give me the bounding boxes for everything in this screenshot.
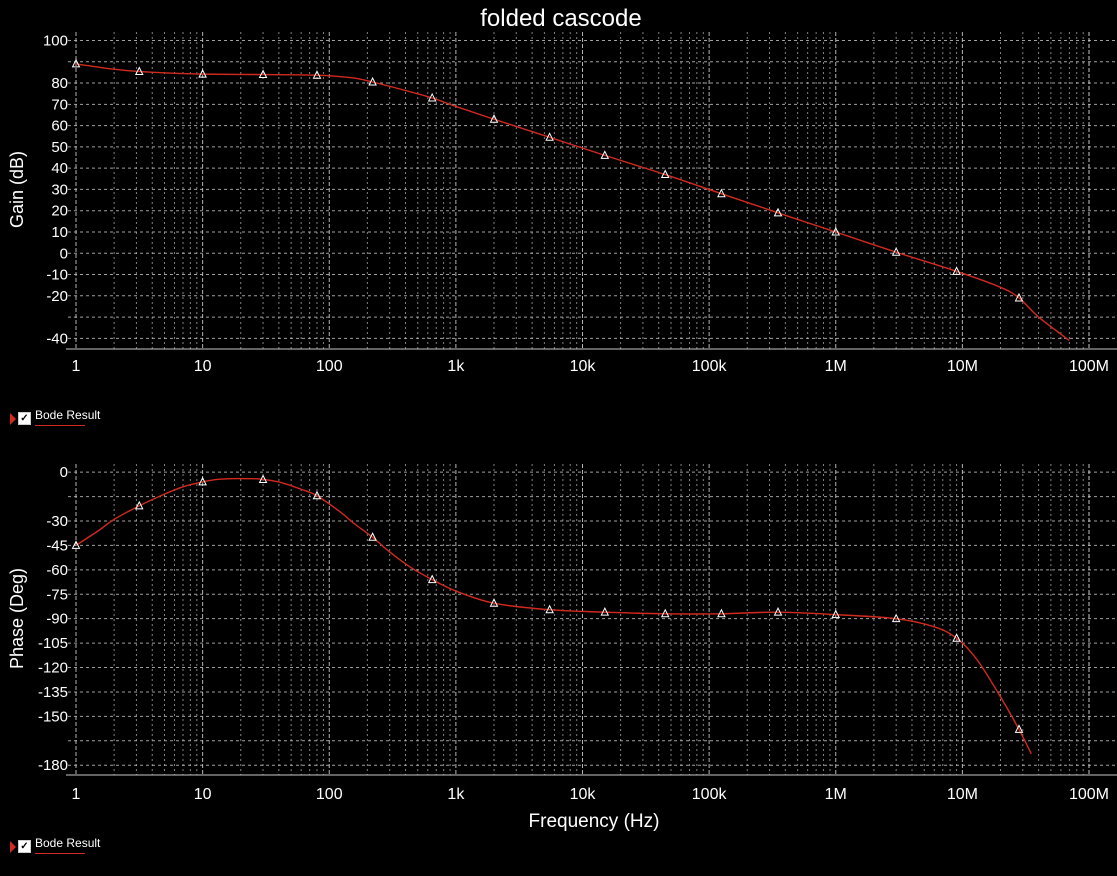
data-point-marker	[600, 150, 610, 159]
x-tick-label: 10	[194, 786, 212, 803]
legend-phase[interactable]: ✓ Bode Result	[10, 836, 100, 854]
x-tick-label: 1	[72, 786, 81, 803]
y-tick-label: 20	[51, 203, 68, 220]
y-tick-label: 30	[51, 181, 68, 198]
data-point-marker	[312, 70, 322, 79]
red-triangle-marker-icon	[10, 412, 16, 425]
y-tick-label: -105	[38, 635, 68, 652]
data-point-marker	[198, 476, 207, 486]
x-tick-label: 100k	[692, 786, 728, 803]
y-tick-label: 10	[51, 224, 68, 241]
red-triangle-marker-icon	[10, 840, 16, 853]
x-tick-label: 1k	[447, 358, 465, 375]
data-point-marker	[427, 92, 437, 102]
data-point-marker	[831, 609, 841, 619]
checkmark-icon[interactable]: ✓	[18, 840, 31, 853]
data-point-marker	[71, 58, 81, 68]
x-tick-label: 100k	[692, 358, 728, 375]
y-tick-label: 0	[60, 245, 68, 262]
y-tick-label: 80	[51, 75, 68, 92]
chart-title: folded cascode	[480, 5, 641, 32]
series-line-bode-result	[75, 63, 1070, 342]
data-point-marker	[773, 607, 783, 616]
data-point-marker	[545, 132, 554, 141]
data-point-marker	[312, 490, 322, 500]
y-tick-label: -60	[46, 562, 68, 579]
y-tick-label: -120	[38, 660, 68, 677]
data-point-marker	[368, 76, 377, 86]
x-tick-label: 1	[72, 358, 81, 375]
y-tick-label: -180	[38, 757, 68, 774]
y-tick-label: -45	[46, 537, 68, 554]
data-point-marker	[134, 500, 144, 510]
data-point-marker	[952, 633, 961, 642]
y-tick-label: -30	[46, 513, 68, 530]
data-point-marker	[258, 474, 268, 484]
x-tick-label: 10k	[570, 358, 597, 375]
legend-line-swatch	[35, 853, 85, 854]
y-tick-label: 50	[51, 139, 68, 156]
data-point-marker	[891, 613, 901, 623]
y-tick-label: 40	[51, 160, 68, 177]
y-tick-label: 0	[60, 464, 68, 481]
data-point-marker	[1014, 724, 1024, 733]
x-tick-label: 10M	[947, 358, 978, 375]
data-point-marker	[427, 574, 437, 584]
x-tick-label: 100M	[1069, 358, 1109, 375]
x-tick-label: 100M	[1069, 786, 1109, 803]
y-tick-label: -150	[38, 708, 68, 725]
legend-label: Bode Result	[35, 836, 101, 850]
y-tick-label: 60	[51, 118, 68, 135]
y-axis-label: Phase (Deg)	[7, 568, 27, 669]
data-point-marker	[773, 207, 783, 217]
data-point-marker	[831, 226, 841, 236]
y-tick-label: -40	[46, 330, 68, 347]
y-tick-label: -75	[46, 586, 68, 603]
data-point-marker	[198, 69, 207, 78]
x-tick-label: 1M	[825, 358, 847, 375]
data-point-marker	[71, 540, 81, 549]
legend-line-swatch	[35, 425, 85, 426]
x-tick-label: 100	[316, 358, 343, 375]
data-point-marker	[489, 598, 499, 607]
data-point-marker	[717, 608, 726, 618]
data-point-marker	[368, 532, 377, 541]
y-axis-label: Gain (dB)	[7, 151, 27, 228]
x-axis-label: Frequency (Hz)	[529, 811, 660, 832]
legend-label: Bode Result	[35, 408, 101, 422]
data-point-marker	[258, 69, 268, 79]
data-point-marker	[134, 66, 144, 76]
data-point-marker	[600, 607, 610, 616]
y-tick-label: 100	[43, 33, 68, 50]
x-tick-label: 10k	[570, 786, 597, 803]
y-tick-label: -10	[46, 267, 68, 284]
data-point-marker	[952, 266, 961, 275]
x-tick-label: 100	[316, 786, 343, 803]
data-point-marker	[891, 247, 901, 256]
data-point-marker	[489, 114, 499, 123]
series-line-bode-result	[75, 477, 1032, 755]
x-tick-label: 10M	[947, 786, 978, 803]
x-tick-label: 10	[194, 358, 212, 375]
y-tick-label: -90	[46, 611, 68, 628]
data-point-marker	[660, 169, 670, 179]
data-point-marker	[660, 608, 670, 618]
checkmark-icon[interactable]: ✓	[18, 412, 31, 425]
data-point-marker	[1014, 292, 1024, 302]
y-tick-label: 70	[51, 96, 68, 113]
data-point-marker	[545, 604, 554, 614]
y-tick-label: -135	[38, 684, 68, 701]
legend-gain[interactable]: ✓ Bode Result	[10, 408, 100, 426]
x-tick-label: 1k	[447, 786, 465, 803]
data-point-marker	[717, 188, 726, 198]
x-tick-label: 1M	[825, 786, 847, 803]
y-tick-label: -20	[46, 288, 68, 305]
